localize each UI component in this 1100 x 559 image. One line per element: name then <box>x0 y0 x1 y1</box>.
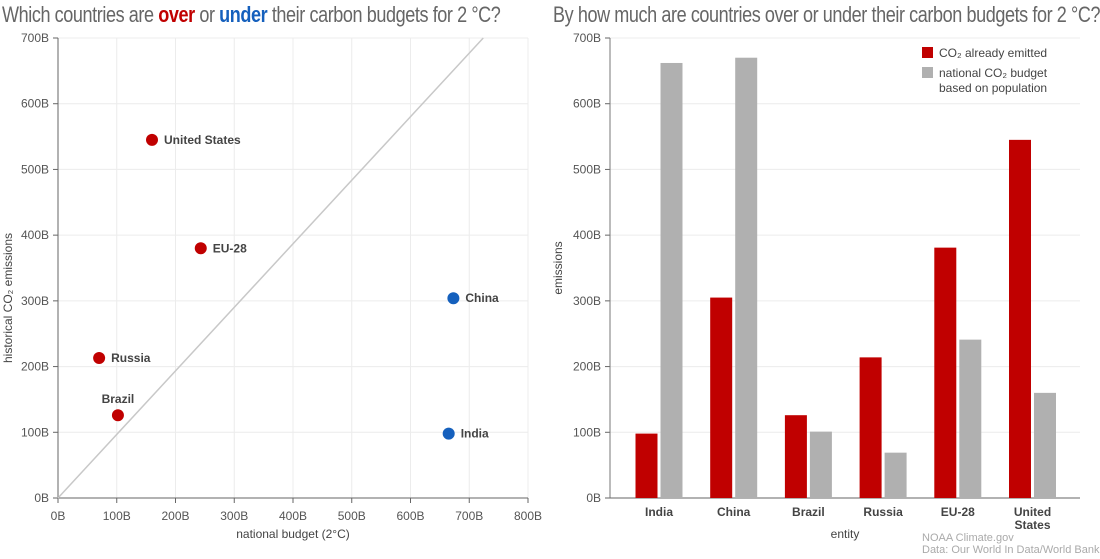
credit: NOAA Climate.gov Data: Our World In Data… <box>922 532 1100 556</box>
x-category-label: United <box>1014 505 1051 519</box>
y-tick-label: 700B <box>573 31 601 45</box>
bar-budget <box>884 452 907 498</box>
x-category-label: Brazil <box>792 505 825 519</box>
y-tick-label: 600B <box>21 97 49 111</box>
x-tick-label: 700B <box>455 509 483 523</box>
x-category-label: India <box>645 505 673 519</box>
point-china <box>447 292 460 305</box>
right-chart-title: By how much are countries over or under … <box>553 2 1100 27</box>
bar-emitted <box>710 297 733 498</box>
legend-label-emitted: CO₂ already emitted <box>939 46 1047 60</box>
x-tick-label: 200B <box>161 509 189 523</box>
left-chart-title: Which countries are over or under their … <box>2 2 501 28</box>
bar-budget <box>660 62 683 498</box>
y-tick-label: 100B <box>573 425 601 439</box>
x-category-label: China <box>717 505 751 519</box>
point-label: Brazil <box>102 392 135 406</box>
y-tick-label: 100B <box>21 425 49 439</box>
bar-emitted <box>784 415 807 498</box>
point-label: United States <box>164 133 241 147</box>
x-tick-label: 0B <box>51 509 66 523</box>
bar-emitted <box>859 357 882 498</box>
bar-chart: 0B 100B 200B 300B 400B 500B 600B 700B India China… <box>551 31 1080 541</box>
point-india <box>442 427 455 440</box>
x-category-label: Russia <box>863 505 903 519</box>
y-tick-label: 0B <box>586 491 601 505</box>
x-tick-label: 600B <box>396 509 424 523</box>
x-tick-label: 100B <box>103 509 131 523</box>
x-tick-label: 400B <box>279 509 307 523</box>
x-tick-label: 300B <box>220 509 248 523</box>
point-russia <box>93 352 106 365</box>
y-tick-label: 400B <box>573 228 601 242</box>
bar-budget <box>735 57 758 498</box>
y-tick-label: 300B <box>573 294 601 308</box>
point-label: India <box>461 427 489 441</box>
bar-budget <box>1034 392 1056 498</box>
bar-emitted <box>635 433 658 498</box>
x-axis-label: entity <box>831 527 860 541</box>
legend-swatch-budget <box>922 67 933 78</box>
legend-label-budget: national CO₂ budget <box>939 66 1048 80</box>
point-brazil <box>111 409 124 422</box>
y-tick-label: 200B <box>21 360 49 374</box>
point-united-states <box>146 133 158 146</box>
bar-emitted <box>934 247 957 498</box>
x-tick-label: 800B <box>514 509 542 523</box>
y-tick-label: 500B <box>21 162 49 176</box>
scatter-chart: 0B 100B 200B 300B 400B 500B 600B 700B 800B 0B 100B… <box>1 31 542 541</box>
legend-label-budget: based on population <box>939 81 1047 95</box>
point-label: EU-28 <box>213 241 247 255</box>
y-tick-label: 0B <box>34 491 49 505</box>
y-tick-label: 300B <box>21 294 49 308</box>
x-tick-label: 500B <box>338 509 366 523</box>
x-category-label: EU-28 <box>941 505 975 519</box>
credit-data: Data: Our World In Data/World Bank <box>922 544 1100 556</box>
bar-emitted <box>1009 139 1031 498</box>
title-part-5: their carbon budgets for 2 °C? <box>267 2 501 27</box>
credit-source: NOAA Climate.gov <box>922 532 1014 544</box>
title-over-word: over <box>158 2 195 27</box>
title-under-word: under <box>219 2 268 27</box>
y-tick-label: 200B <box>573 360 601 374</box>
title-part-3: or <box>194 2 220 27</box>
y-tick-label: 600B <box>573 97 601 111</box>
parity-line <box>57 37 484 499</box>
y-tick-label: 400B <box>21 228 49 242</box>
y-tick-label: 500B <box>573 162 601 176</box>
point-eu-28 <box>194 242 207 255</box>
x-axis-label: national budget (2°C) <box>236 527 350 541</box>
y-axis-label: historical CO₂ emissions <box>1 233 15 363</box>
point-label: China <box>465 291 499 305</box>
bar-budget <box>959 339 982 498</box>
x-category-label: States <box>1014 518 1050 532</box>
legend-swatch-emitted <box>922 47 933 58</box>
y-tick-label: 700B <box>21 31 49 45</box>
bar-budget <box>809 431 832 498</box>
y-axis-label: emissions <box>551 241 565 294</box>
title-part-1: Which countries are <box>2 2 159 27</box>
point-label: Russia <box>111 351 151 365</box>
